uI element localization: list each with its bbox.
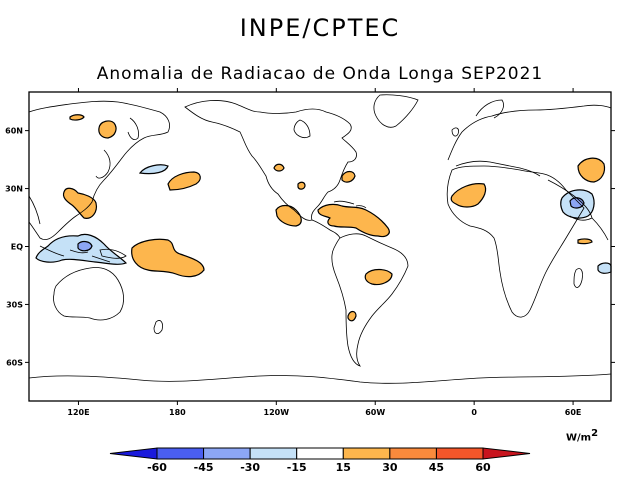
anomaly-region bbox=[450, 183, 487, 208]
colorbar-label: 45 bbox=[429, 461, 444, 474]
colorbar-box bbox=[296, 447, 344, 460]
coastline-australia bbox=[53, 267, 124, 321]
lon-label: 120E bbox=[67, 408, 89, 417]
lon-label: 60E bbox=[565, 408, 582, 417]
lat-label: EQ bbox=[11, 243, 23, 252]
colorbar-box bbox=[203, 447, 251, 460]
colorbar-box bbox=[156, 447, 205, 460]
coastline-mediterranean bbox=[455, 160, 541, 177]
colorbar-label: -45 bbox=[194, 461, 214, 474]
positive-anomaly-regions bbox=[62, 114, 606, 322]
anomaly-region bbox=[364, 268, 393, 286]
coastline-south-america bbox=[331, 233, 409, 367]
coastline-indonesia bbox=[39, 245, 111, 263]
map-area bbox=[28, 91, 612, 402]
units-text: W/m bbox=[566, 432, 592, 444]
colorbar-box bbox=[249, 447, 298, 460]
lat-label: 60N bbox=[5, 127, 23, 136]
anomaly-region bbox=[77, 240, 93, 252]
coastline-hispaniola bbox=[355, 205, 367, 209]
anomaly-region bbox=[577, 157, 606, 183]
lat-label: 60S bbox=[6, 358, 23, 367]
latitude-axis: 60N 30N EQ 30S 60S bbox=[5, 127, 615, 367]
coastline-cuba bbox=[333, 200, 355, 205]
lon-label: 120W bbox=[264, 408, 290, 417]
anomaly-region bbox=[62, 187, 97, 219]
coastlines bbox=[28, 94, 612, 384]
anomaly-region bbox=[167, 171, 201, 191]
colorbar-label: -60 bbox=[147, 461, 167, 474]
lat-label: 30S bbox=[6, 300, 23, 309]
coastline-new-guinea bbox=[99, 248, 127, 259]
coastline-india bbox=[28, 195, 609, 241]
anomaly-region bbox=[597, 262, 612, 274]
lon-label: 0 bbox=[471, 408, 477, 417]
anomaly-region bbox=[297, 181, 306, 190]
coastline-new-zealand bbox=[153, 320, 163, 334]
coastline-greenland bbox=[373, 94, 419, 128]
lon-label: 180 bbox=[169, 408, 186, 417]
colorbar-box bbox=[435, 447, 484, 460]
anomaly-region bbox=[577, 238, 593, 245]
colorbar-arrow-right bbox=[482, 447, 531, 460]
colorbar-label: 30 bbox=[382, 461, 398, 474]
organization-title: INPE/CPTEC bbox=[239, 14, 401, 42]
negative-anomaly-regions bbox=[35, 164, 612, 274]
anomaly-region bbox=[131, 238, 205, 278]
colorbar-label: -30 bbox=[240, 461, 260, 474]
coastline-africa bbox=[446, 165, 585, 318]
units-exponent: 2 bbox=[591, 428, 599, 439]
lon-label: 60W bbox=[365, 408, 385, 417]
colorbar-arrow-left bbox=[109, 447, 158, 460]
anomaly-region bbox=[138, 164, 169, 175]
colorbar-label: 15 bbox=[336, 461, 351, 474]
anomaly-region bbox=[98, 120, 117, 139]
anomaly-region bbox=[347, 310, 357, 322]
colorbar-label: -15 bbox=[287, 461, 307, 474]
coastline-antarctica bbox=[28, 373, 612, 384]
coastline-uk bbox=[451, 127, 459, 137]
coastline-madagascar bbox=[573, 268, 583, 288]
colorbar: -60 -45 -30 -15 15 30 45 60 bbox=[109, 447, 531, 474]
anomaly-region bbox=[317, 203, 390, 238]
coastline-hudson-bay bbox=[293, 119, 311, 138]
longitude-axis: 120E 180 120W 60W 0 60E bbox=[67, 88, 581, 417]
coastline-europe bbox=[447, 104, 612, 161]
colorbar-box bbox=[342, 447, 391, 460]
map-title: Anomalia de Radiacao de Onda Longa SEP20… bbox=[96, 64, 544, 84]
lat-label: 30N bbox=[5, 185, 23, 194]
coastline-japan bbox=[95, 149, 111, 179]
coastline-north-america bbox=[184, 100, 357, 221]
anomaly-region bbox=[69, 114, 85, 121]
coastline-central-america bbox=[311, 219, 341, 239]
coastline-scandinavia bbox=[475, 99, 504, 119]
coastline-arabia bbox=[547, 179, 593, 221]
anomaly-region bbox=[341, 170, 356, 183]
units-label: W/m2 bbox=[566, 428, 598, 443]
colorbar-box bbox=[389, 447, 437, 460]
coastline-asia bbox=[28, 100, 170, 240]
coastline-kamchatka bbox=[127, 117, 139, 140]
colorbar-label: 60 bbox=[475, 461, 491, 474]
anomaly-region bbox=[273, 163, 285, 172]
